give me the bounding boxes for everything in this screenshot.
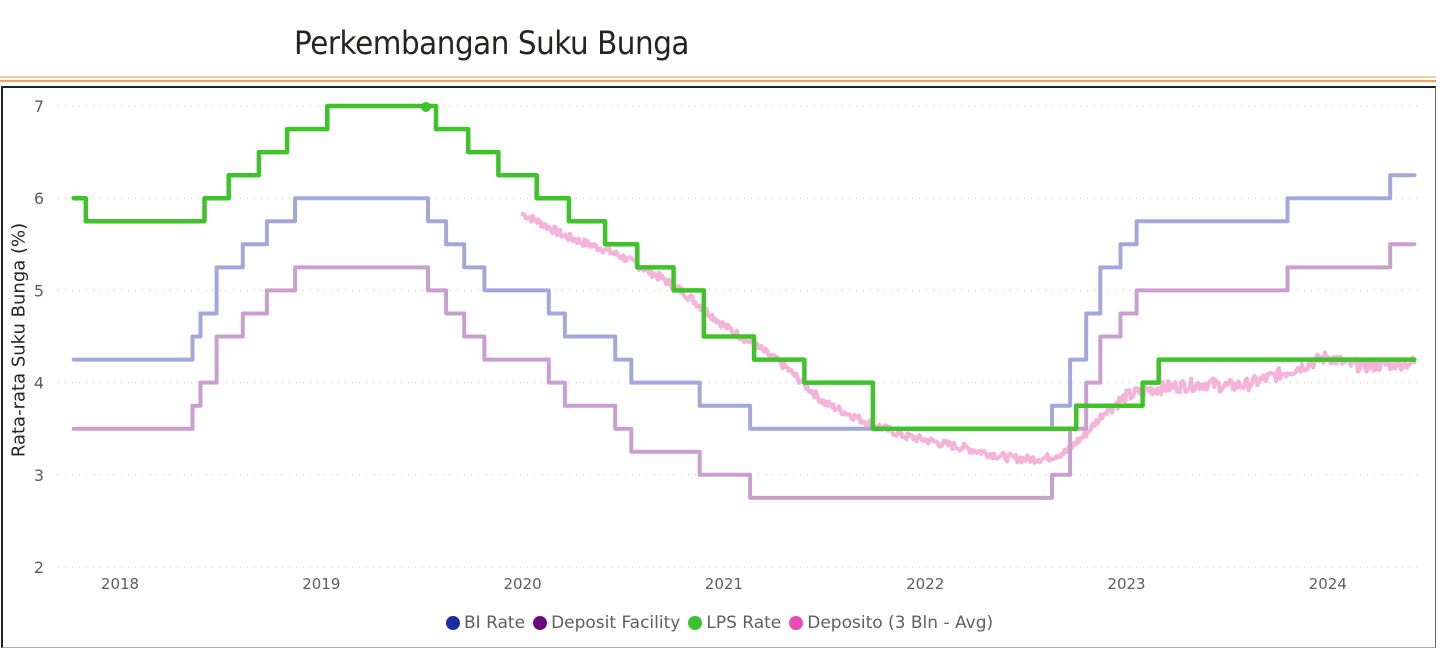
x-tick-label: 2023 (1107, 575, 1145, 593)
lps-rate-line[interactable] (71, 103, 1417, 431)
x-axis-ticks: 2018 2019 2020 2021 2022 2023 2024 (101, 575, 1347, 593)
legend-dot-icon (789, 616, 804, 630)
x-tick-label: 2019 (302, 575, 340, 593)
chart-frame (1, 86, 1436, 648)
x-tick-label: 2018 (101, 575, 139, 593)
y-tick-label: 7 (34, 97, 44, 116)
legend-item-deposit-facility[interactable]: Deposit Facility (533, 613, 680, 633)
y-tick-label: 6 (34, 189, 44, 208)
x-tick-label: 2022 (906, 575, 944, 593)
legend-item-lps-rate[interactable]: LPS Rate (688, 613, 781, 633)
deposit-facility-line[interactable] (71, 242, 1417, 500)
legend-dot-icon (533, 616, 548, 630)
lps-rate-marker[interactable] (420, 102, 431, 112)
chart-title: Perkembangan Suku Bunga (294, 24, 690, 62)
title-divider-dark (0, 80, 1436, 82)
x-tick-label: 2020 (504, 575, 542, 593)
title-divider-light (0, 76, 1436, 78)
series-lines[interactable] (71, 102, 1417, 500)
deposito-line[interactable] (520, 212, 1417, 465)
y-tick-label: 5 (34, 281, 44, 300)
y-tick-label: 3 (34, 466, 44, 485)
y-tick-label: 2 (34, 558, 44, 577)
y-axis-label: Rata-rata Suku Bunga (%) (8, 222, 30, 458)
x-tick-label: 2021 (705, 575, 743, 593)
legend-dot-icon (446, 616, 460, 630)
legend-label: Deposit Facility (551, 613, 681, 633)
legend-label: Deposito (3 Bln - Avg) (807, 613, 994, 633)
y-axis-ticks: 2 3 4 5 6 7 (34, 97, 44, 577)
legend-dot-icon (688, 616, 703, 630)
legend-item-bi-rate[interactable]: BI Rate (446, 613, 525, 633)
legend: BI Rate Deposit Facility LPS Rate Deposi… (446, 613, 1001, 633)
bi-rate-line[interactable] (71, 173, 1417, 431)
y-tick-label: 4 (34, 374, 44, 393)
legend-label: LPS Rate (706, 613, 782, 633)
x-tick-label: 2024 (1309, 575, 1347, 593)
legend-item-deposito[interactable]: Deposito (3 Bln - Avg) (789, 613, 993, 633)
legend-label: BI Rate (464, 613, 526, 633)
